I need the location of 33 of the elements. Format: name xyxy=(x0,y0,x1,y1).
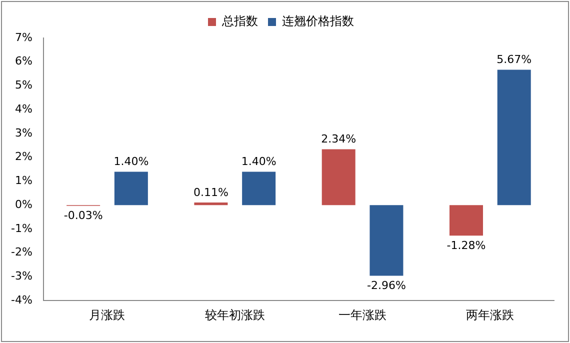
data-label: -0.03% xyxy=(64,209,103,222)
y-tick-label: 0% xyxy=(14,198,32,211)
y-tick-label: -1% xyxy=(11,222,32,235)
y-tick-label: -4% xyxy=(11,293,32,306)
y-tick-label: 3% xyxy=(14,126,32,140)
y-tick-label: 1% xyxy=(14,174,32,188)
x-tick-label: 一年涨跌 xyxy=(338,308,387,322)
y-tick-label: 2% xyxy=(14,150,32,164)
bar xyxy=(370,205,404,276)
x-tick-label: 两年涨跌 xyxy=(466,308,514,322)
data-label: 1.40% xyxy=(241,155,276,168)
data-label: 0.11% xyxy=(193,186,228,199)
data-label: -1.28% xyxy=(446,239,486,252)
data-label: 2.34% xyxy=(321,132,356,146)
y-tick-label: -2% xyxy=(11,246,32,259)
y-tick-label: 4% xyxy=(14,102,32,116)
bar xyxy=(322,149,356,206)
bar xyxy=(497,70,531,206)
legend-label: 总指数 xyxy=(221,14,258,28)
y-tick-label: -3% xyxy=(11,270,32,283)
bar xyxy=(114,172,148,206)
y-tick-label: 5% xyxy=(14,78,32,92)
y-tick-label: 7% xyxy=(14,30,32,44)
data-label: 1.40% xyxy=(114,155,149,168)
data-label: -2.96% xyxy=(367,279,406,292)
legend-label: 连翘价格指数 xyxy=(282,14,354,28)
bar xyxy=(449,205,483,236)
bar xyxy=(194,202,228,206)
y-tick-label: 6% xyxy=(14,54,32,68)
bar xyxy=(242,172,276,206)
x-tick-label: 月涨跌 xyxy=(89,308,126,322)
x-tick-label: 较年初涨跌 xyxy=(204,308,265,322)
data-label: 5.67% xyxy=(496,53,532,66)
